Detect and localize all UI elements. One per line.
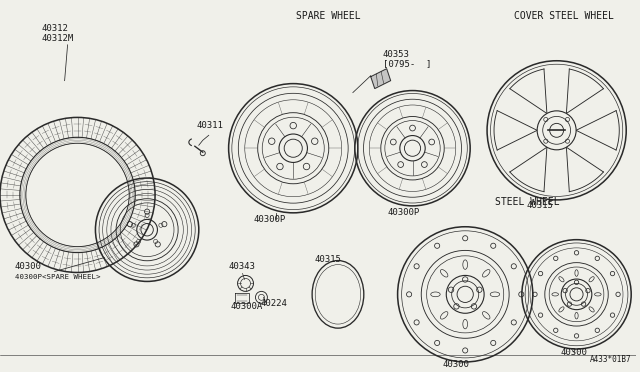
Text: SPARE WHEEL: SPARE WHEEL bbox=[296, 11, 360, 21]
Polygon shape bbox=[371, 69, 390, 89]
Circle shape bbox=[487, 61, 626, 200]
Text: 40312: 40312 bbox=[42, 24, 68, 33]
Text: 40353: 40353 bbox=[383, 50, 410, 59]
Text: [0795-  ]: [0795- ] bbox=[383, 59, 431, 68]
Text: 40300P<SPARE WHEEL>: 40300P<SPARE WHEEL> bbox=[15, 275, 100, 280]
Text: 40300: 40300 bbox=[15, 263, 42, 272]
Text: COVER STEEL WHEEL: COVER STEEL WHEEL bbox=[514, 11, 614, 21]
Text: 40224: 40224 bbox=[260, 299, 287, 308]
Text: 40312M: 40312M bbox=[42, 34, 74, 43]
Text: 40300A: 40300A bbox=[230, 302, 263, 311]
Text: A433*01B7: A433*01B7 bbox=[589, 355, 631, 364]
Text: 40300: 40300 bbox=[561, 348, 588, 357]
Circle shape bbox=[537, 111, 576, 150]
Ellipse shape bbox=[312, 260, 364, 328]
Text: 40343: 40343 bbox=[228, 263, 255, 272]
Text: 40315: 40315 bbox=[527, 201, 554, 210]
Text: 40300P: 40300P bbox=[253, 215, 285, 224]
Text: STEEL WHEEL: STEEL WHEEL bbox=[495, 197, 559, 207]
Text: 40300P: 40300P bbox=[388, 208, 420, 217]
Text: 40311: 40311 bbox=[197, 121, 224, 130]
Text: 40300: 40300 bbox=[442, 360, 469, 369]
Text: 40315: 40315 bbox=[314, 254, 341, 263]
